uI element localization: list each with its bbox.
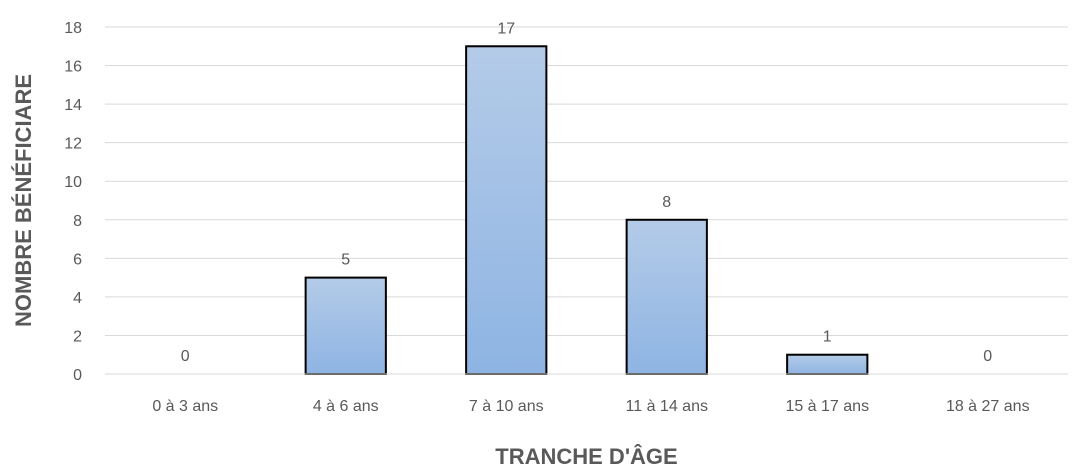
y-tick-label: 18 xyxy=(64,20,82,37)
y-axis-ticks: 0 2 4 6 8 10 12 14 16 18 xyxy=(64,20,82,384)
bar xyxy=(465,45,548,376)
x-axis-ticks: 0 à 3 ans 4 à 6 ans 7 à 10 ans 11 à 14 ans 1… xyxy=(152,398,1029,415)
data-label: 8 xyxy=(662,194,671,211)
x-tick-label: 18 à 27 ans xyxy=(946,398,1030,415)
data-label: 1 xyxy=(823,329,832,346)
data-label: 0 xyxy=(983,348,992,365)
data-label: 5 xyxy=(341,252,350,269)
y-tick-label: 8 xyxy=(73,213,82,230)
y-tick-label: 10 xyxy=(64,174,82,191)
data-label: 17 xyxy=(497,20,515,37)
y-tick-label: 4 xyxy=(73,290,82,307)
bar xyxy=(304,276,387,375)
data-labels: 0 5 17 8 1 0 xyxy=(181,20,993,365)
x-tick-label: 11 à 14 ans xyxy=(626,398,708,415)
y-tick-label: 6 xyxy=(73,251,82,268)
y-axis-title: NOMBRE BÉNÉFICIARE xyxy=(11,74,36,327)
x-tick-label: 15 à 17 ans xyxy=(785,398,869,415)
gridlines xyxy=(105,26,1068,336)
x-tick-label: 7 à 10 ans xyxy=(469,398,544,415)
x-axis-title: TRANCHE D'ÂGE xyxy=(495,444,677,469)
data-label: 0 xyxy=(181,348,190,365)
y-tick-label: 2 xyxy=(73,328,82,345)
x-tick-label: 4 à 6 ans xyxy=(313,398,379,415)
bar xyxy=(625,218,708,375)
x-tick-label: 0 à 3 ans xyxy=(152,398,218,415)
y-tick-label: 14 xyxy=(64,97,82,114)
y-tick-label: 12 xyxy=(64,136,82,153)
y-tick-label: 0 xyxy=(73,367,82,384)
bar xyxy=(786,353,869,376)
y-tick-label: 16 xyxy=(64,59,82,76)
bars xyxy=(304,45,869,376)
